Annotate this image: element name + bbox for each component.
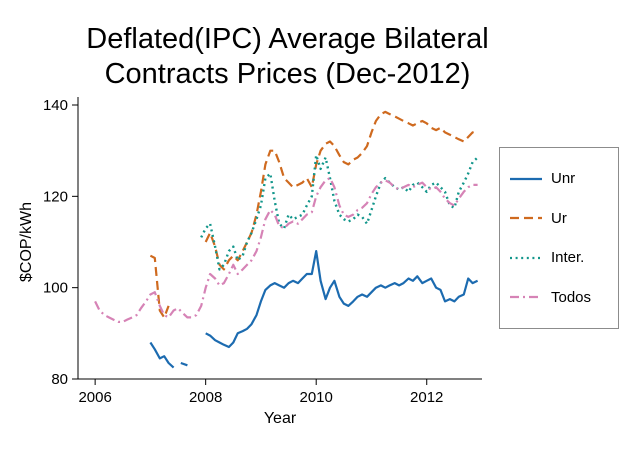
legend-line-sample-inter: [509, 251, 543, 265]
x-tick-label: 2006: [78, 389, 111, 406]
chart-title-line2: Contracts Prices (Dec-2012): [104, 57, 471, 90]
y-tick-label: 120: [43, 188, 68, 205]
chart-title-line1: Deflated(IPC) Average Bilateral: [86, 23, 489, 55]
y-tick-label: 100: [43, 280, 68, 297]
x-tick-label: 2010: [300, 389, 333, 406]
series-line-unr: [149, 250, 479, 369]
x-tick-label: 2008: [189, 389, 222, 406]
series-line-ur: [149, 110, 479, 319]
legend-label-ur: Ur: [551, 209, 567, 227]
legend-item-todos: Todos: [509, 289, 618, 306]
legend-line-sample-unr: [509, 172, 543, 186]
chart-title: Deflated(IPC) Average Bilateral Contract…: [0, 22, 575, 92]
legend-item-inter: Inter.: [509, 249, 618, 266]
legend-item-ur: Ur: [509, 210, 618, 227]
x-tick-label: 2012: [410, 389, 443, 406]
legend-label-unr: Unr: [551, 170, 576, 188]
legend-line-sample-todos: [509, 290, 543, 304]
legend: Unr Ur Inter. Todos: [499, 147, 619, 329]
y-tick-label: 140: [43, 97, 68, 114]
x-axis-label: Year: [263, 410, 297, 427]
legend-label-inter: Inter.: [551, 249, 585, 267]
series-line-todos: [94, 177, 478, 323]
y-axis-label: $COP/kWh: [18, 201, 35, 283]
legend-item-unr: Unr: [509, 170, 618, 187]
series-line-inter: [200, 154, 479, 271]
legend-line-sample-ur: [509, 211, 543, 225]
legend-label-todos: Todos: [551, 288, 592, 306]
y-tick-label: 80: [51, 371, 68, 388]
